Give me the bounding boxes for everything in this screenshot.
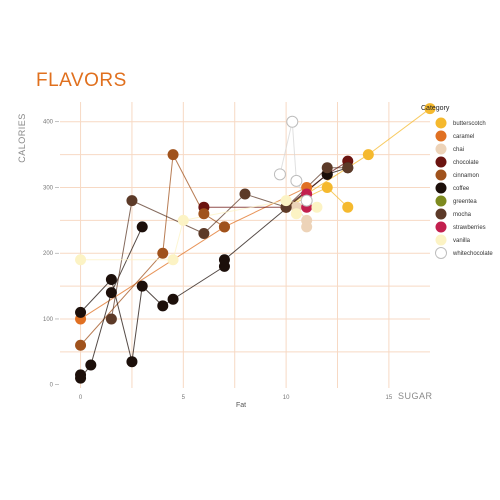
legend-swatch-greentea [435, 195, 447, 207]
data-point-mocha [126, 195, 138, 207]
series-points [75, 103, 436, 384]
data-point-cinnamon [167, 149, 179, 161]
series-line-cinnamon [80, 152, 225, 346]
data-point-cinnamon [157, 247, 169, 259]
legend-swatch-strawberries [435, 221, 447, 233]
y-tick-label: 100 [43, 317, 54, 323]
data-point-coffee [75, 306, 87, 318]
legend-swatch-caramel [435, 130, 447, 142]
data-point-vanilla [167, 254, 179, 266]
data-point-coffee [167, 293, 179, 305]
legend-swatch-coffee [435, 182, 447, 194]
tick-labels: 0 5 10 15 0 100 200 300 400 [43, 120, 393, 401]
data-point-mocha [239, 188, 251, 200]
data-point-coffee [105, 287, 117, 299]
series-lines [80, 108, 431, 379]
legend-label-caramel: caramel [453, 134, 474, 140]
data-point-vanilla [177, 214, 189, 226]
legend-label-chai: chai [453, 147, 464, 153]
y-tick-label: 200 [43, 251, 54, 257]
data-point-mocha [321, 162, 333, 174]
data-point-cinnamon [75, 339, 87, 351]
x-tick-label: 15 [386, 395, 393, 401]
legend-title: Category [421, 105, 450, 112]
data-point-whitechocolate [286, 115, 299, 128]
data-point-whitechocolate [273, 168, 286, 181]
legend-swatch-vanilla [435, 234, 447, 246]
data-point-mocha [105, 313, 117, 325]
data-point-chai [301, 221, 313, 233]
data-point-butterscotch [342, 201, 354, 213]
legend-label-chocolate: chocolate [453, 160, 479, 166]
data-point-coffee [136, 280, 148, 292]
x-tick-label: 5 [182, 395, 186, 401]
data-point-vanilla [280, 195, 292, 207]
series-line-whitechocolate [279, 121, 308, 201]
legend-label-vanilla: vanilla [453, 238, 471, 244]
data-point-mocha [342, 162, 354, 174]
data-point-mocha [198, 227, 210, 239]
legend-label-strawberries: strawberries [453, 225, 486, 231]
y-tick-label: 400 [43, 120, 54, 126]
legend-swatch-mocha [435, 208, 447, 220]
data-point-vanilla [290, 208, 302, 220]
corner-label: SUGAR [398, 391, 433, 401]
data-point-coffee [85, 359, 97, 371]
legend-swatch-butterscotch [435, 117, 447, 129]
legend-swatch-chocolate [435, 156, 447, 168]
data-point-coffee [136, 221, 148, 233]
legend-swatch-cinnamon [435, 169, 447, 181]
y-tick-label: 300 [43, 185, 54, 191]
legend-label-whitechocolate: whitechocolate [452, 251, 493, 257]
y-axis-label: CALORIES [17, 113, 27, 163]
data-point-coffee [105, 274, 117, 286]
legend-label-mocha: mocha [453, 212, 472, 218]
data-point-cinnamon [218, 221, 230, 233]
legend-label-greentea: greentea [453, 199, 477, 205]
legend-label-cinnamon: cinnamon [453, 173, 479, 179]
x-axis-label: Fat [236, 402, 246, 409]
data-point-coffee [218, 254, 230, 266]
x-tick-label: 0 [79, 395, 83, 401]
grid [60, 102, 430, 388]
legend: Category butterscotch caramel chai chocolat… [421, 105, 493, 259]
legend-swatch-whitechocolate [435, 247, 447, 259]
y-tick-label: 0 [50, 383, 54, 389]
data-point-vanilla [75, 254, 87, 266]
legend-label-butterscotch: butterscotch [453, 121, 486, 127]
data-point-whitechocolate [290, 174, 303, 187]
legend-label-coffee: coffee [453, 186, 470, 192]
data-point-vanilla [311, 201, 323, 213]
data-point-coffee [75, 372, 87, 384]
data-point-whitechocolate [300, 194, 313, 207]
series-line-coffee [80, 167, 348, 362]
data-point-coffee [157, 300, 169, 312]
legend-swatch-chai [435, 143, 447, 155]
data-point-butterscotch [362, 149, 374, 161]
chart-title: FLAVORS [36, 70, 127, 91]
data-point-butterscotch [424, 103, 436, 115]
data-point-cinnamon [198, 208, 210, 220]
data-point-butterscotch [321, 181, 333, 193]
data-point-coffee [126, 356, 138, 368]
x-tick-label: 10 [283, 395, 290, 401]
